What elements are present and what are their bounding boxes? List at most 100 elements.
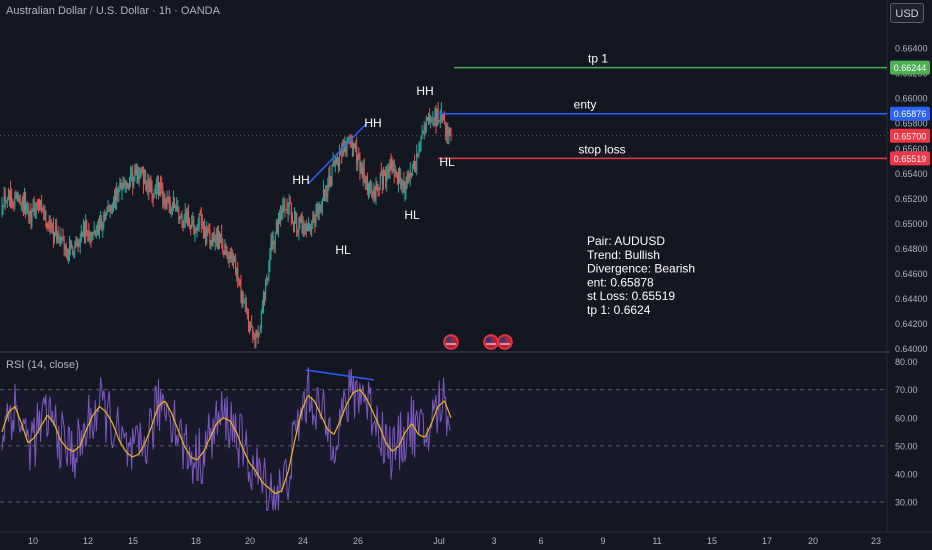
candle-body[interactable] [390,159,392,161]
candle-body[interactable] [32,203,34,211]
candle-body[interactable] [370,186,372,188]
candle-body[interactable] [152,196,154,198]
candle-body[interactable] [448,128,450,136]
candle-body[interactable] [334,156,336,166]
candle-body[interactable] [170,208,172,213]
candle-body[interactable] [321,198,323,207]
candle-body[interactable] [133,178,135,186]
candle-body[interactable] [410,173,412,176]
candle-body[interactable] [45,211,47,227]
candle-body[interactable] [37,202,39,206]
candle-body[interactable] [77,244,79,247]
candle-body[interactable] [363,166,365,180]
candle-body[interactable] [379,173,381,189]
candle-body[interactable] [34,208,36,216]
candle-body[interactable] [435,109,437,125]
candle-body[interactable] [102,224,104,229]
candle-body[interactable] [60,237,62,240]
candle-body[interactable] [225,243,227,252]
symbol-title[interactable]: Australian Dollar / U.S. Dollar · 1h · O… [6,5,220,17]
candle-body[interactable] [144,178,146,184]
candle-body[interactable] [388,169,390,173]
candle-body[interactable] [183,217,185,227]
candle-body[interactable] [157,182,159,192]
candle-body[interactable] [24,195,26,208]
candle-body[interactable] [432,117,434,119]
candle-body[interactable] [299,217,301,224]
candle-body[interactable] [393,159,395,174]
candle-body[interactable] [57,232,59,238]
candle-body[interactable] [171,206,173,208]
candle-body[interactable] [119,181,121,189]
candle-body[interactable] [359,156,361,171]
candle-body[interactable] [239,279,241,284]
candle-body[interactable] [251,324,253,328]
candle-body[interactable] [6,198,8,200]
candle-body[interactable] [236,268,238,273]
candle-body[interactable] [346,143,348,149]
candle-body[interactable] [235,257,237,272]
candle-body[interactable] [114,194,116,202]
candle-body[interactable] [337,160,339,164]
candle-body[interactable] [75,244,77,246]
candle-body[interactable] [270,241,272,253]
candle-body[interactable] [371,185,373,191]
candle-body[interactable] [72,246,74,256]
candle-body[interactable] [260,312,262,329]
candle-body[interactable] [42,207,44,211]
candle-body[interactable] [154,193,156,195]
candle-body[interactable] [422,132,424,134]
candle-body[interactable] [262,293,264,310]
candle-body[interactable] [420,139,422,149]
candle-body[interactable] [106,209,108,214]
candle-body[interactable] [10,190,12,199]
candle-body[interactable] [65,246,67,252]
candle-body[interactable] [138,175,140,180]
candle-body[interactable] [91,233,93,237]
economic-events[interactable] [443,334,513,350]
candle-body[interactable] [362,166,364,180]
candle-body[interactable] [49,221,51,231]
candle-body[interactable] [155,183,157,193]
candle-body[interactable] [18,196,20,198]
candle-body[interactable] [190,224,192,228]
candle-body[interactable] [95,231,97,235]
candle-body[interactable] [267,277,269,279]
candle-body[interactable] [373,186,375,197]
candle-body[interactable] [89,238,91,241]
candle-body[interactable] [55,226,57,234]
candle-body[interactable] [276,222,278,233]
candle-body[interactable] [182,221,184,226]
candle-body[interactable] [202,225,204,236]
candle-body[interactable] [289,201,291,204]
candle-body[interactable] [121,186,123,191]
candle-body[interactable] [360,164,362,173]
candle-body[interactable] [28,207,30,218]
candle-body[interactable] [149,183,151,191]
candle-body[interactable] [335,157,337,162]
candle-body[interactable] [27,205,29,208]
candle-body[interactable] [426,117,428,120]
candle-body[interactable] [310,224,312,230]
candle-body[interactable] [41,201,43,209]
candle-body[interactable] [156,181,158,185]
candle-body[interactable] [16,197,18,200]
candle-body[interactable] [291,217,293,222]
candle-body[interactable] [228,255,230,260]
candle-body[interactable] [442,113,444,119]
candle-body[interactable] [59,237,61,242]
candle-body[interactable] [184,211,186,219]
candle-body[interactable] [253,336,255,339]
rsi-line[interactable] [1,367,452,511]
candle-body[interactable] [318,203,320,212]
candle-body[interactable] [63,239,65,251]
candle-body[interactable] [223,250,225,256]
rsi-axis[interactable]: 30.00 40.00 50.00 60.00 70.00 80.00 [895,357,918,507]
candle-body[interactable] [7,197,9,199]
candle-body[interactable] [51,226,53,228]
candle-body[interactable] [187,211,189,219]
candle-body[interactable] [134,169,136,179]
candle-body[interactable] [90,237,92,239]
candle-body[interactable] [185,210,187,222]
candle-body[interactable] [217,232,219,247]
